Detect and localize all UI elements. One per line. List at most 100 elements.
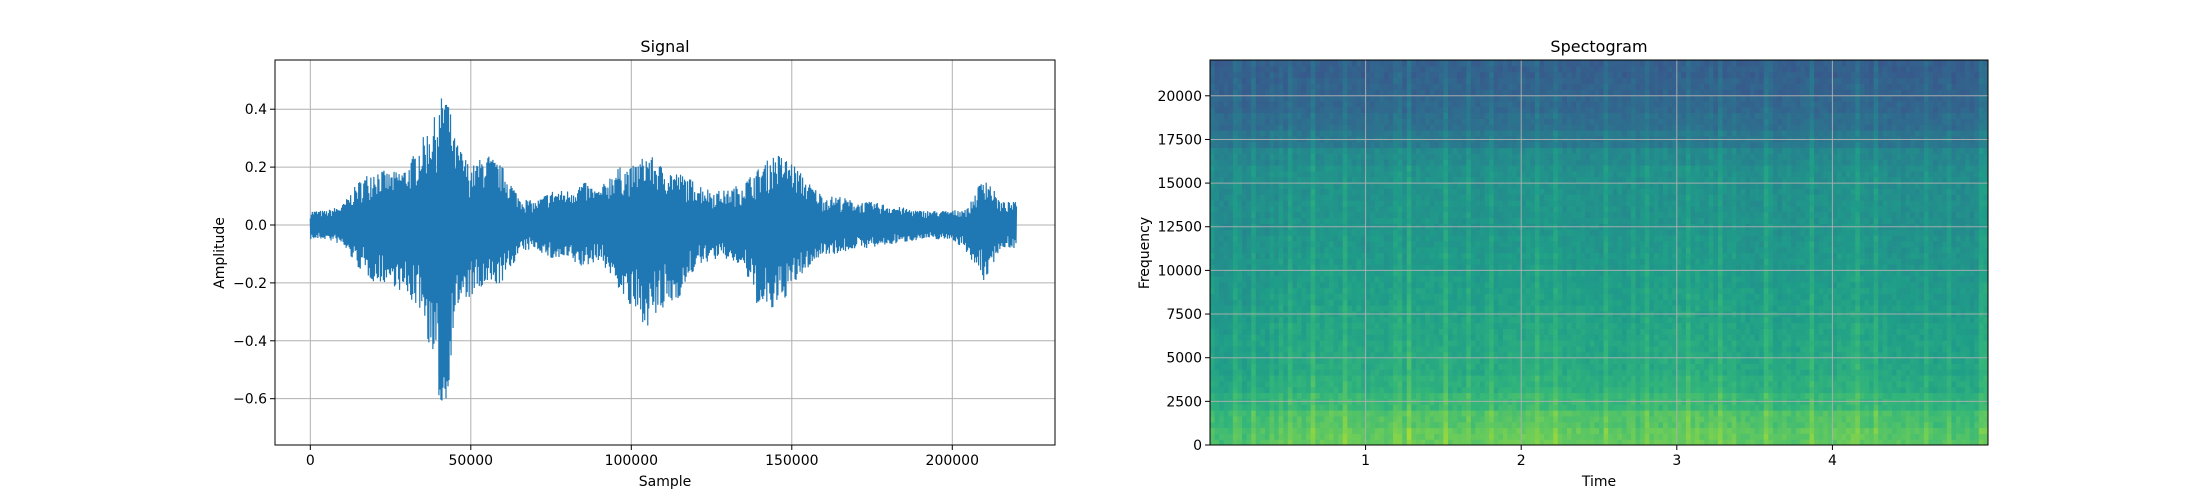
spectrogram-cell: [1397, 345, 1403, 353]
spectrogram-cell: [1333, 264, 1339, 271]
spectrogram-cell: [1269, 188, 1275, 195]
spectrogram-cell: [1452, 229, 1458, 236]
spectrogram-cell: [1356, 375, 1362, 382]
spectrogram-cell: [1251, 141, 1257, 149]
spectrogram-cell: [1210, 147, 1216, 154]
spectrogram-cell: [1246, 380, 1252, 388]
spectrogram-cell: [1347, 264, 1353, 271]
spectrogram-cell: [1333, 421, 1339, 429]
spectrogram-cell: [1274, 89, 1280, 96]
spectrogram-cell: [1301, 351, 1307, 359]
spectrogram-cell: [1388, 205, 1394, 213]
spectrogram-cell: [1306, 340, 1312, 347]
spectrogram-cell: [1251, 65, 1257, 73]
spectrogram-cell: [1498, 275, 1504, 283]
spectrogram-cell: [1310, 281, 1316, 289]
spectrogram-cell: [1480, 293, 1486, 300]
spectrogram-cell: [1342, 89, 1348, 96]
spectrogram-cell: [1425, 89, 1431, 96]
spectrogram-cell: [1489, 124, 1495, 131]
spectrogram-cell: [1274, 322, 1280, 329]
spectrogram-cell: [1534, 340, 1541, 347]
spectrogram-cell: [1534, 351, 1541, 359]
spectrogram-cell: [1246, 439, 1252, 445]
spectrogram-cell: [1530, 65, 1536, 73]
spectrogram-cell: [1397, 194, 1403, 201]
spectrogram-cell: [1264, 305, 1271, 312]
spectrogram-cell: [1425, 130, 1431, 137]
spectrogram-cell: [1470, 281, 1477, 289]
spectrogram-cell: [1553, 439, 1559, 445]
spectrogram-cell: [1461, 170, 1467, 178]
spectrogram-cell: [1383, 229, 1390, 236]
spectrogram-cell: [1457, 439, 1463, 445]
spectrogram-cell: [1287, 170, 1293, 178]
spectrogram-cell: [1539, 316, 1545, 324]
spectrogram-cell: [1237, 293, 1243, 300]
spectrogram-cell: [1388, 153, 1394, 160]
spectrogram-cell: [1502, 281, 1509, 289]
spectrogram-cell: [1548, 60, 1554, 67]
spectrogram-cell: [1438, 217, 1444, 224]
spectrogram-cell: [1415, 124, 1422, 131]
spectrogram-cell: [1342, 380, 1348, 388]
spectrogram-cell: [1365, 369, 1371, 376]
spectrogram-cell: [1278, 386, 1284, 394]
spectrogram-cell: [1246, 404, 1252, 411]
spectrogram-cell: [1333, 200, 1339, 207]
spectrogram-cell: [1232, 159, 1239, 166]
spectrogram-cell: [1260, 130, 1266, 137]
spectrogram-cell: [1489, 264, 1495, 271]
spectrogram-cell: [1452, 182, 1458, 189]
spectrogram-cell: [1219, 380, 1225, 388]
spectrogram-cell: [1406, 83, 1412, 90]
spectrogram-cell: [1388, 159, 1394, 166]
spectrogram-cell: [1319, 182, 1326, 189]
spectrogram-cell: [1260, 322, 1266, 329]
spectrogram-cell: [1264, 328, 1271, 335]
spectrogram-cell: [1328, 270, 1335, 277]
spectrogram-cell: [1539, 240, 1545, 248]
spectrogram-cell: [1539, 118, 1545, 125]
spectrogram-cell: [1539, 211, 1545, 219]
spectrogram-cell: [1461, 439, 1467, 445]
spectrogram-cell: [1283, 147, 1289, 154]
spectrogram-cell: [1223, 165, 1229, 172]
spectrogram-cell: [1260, 89, 1266, 96]
spectrogram-cell: [1457, 71, 1463, 79]
spectrogram-cell: [1264, 77, 1271, 84]
spectrogram-cell: [1370, 386, 1376, 394]
spectrogram-cell: [1315, 205, 1321, 213]
spectrogram-cell: [1237, 299, 1243, 306]
spectrogram-cell: [1351, 170, 1358, 178]
spectrogram-cell: [1452, 287, 1458, 294]
spectrogram-cell: [1393, 351, 1399, 359]
spectrogram-cell: [1438, 340, 1444, 347]
spectrogram-cell: [1292, 421, 1298, 429]
spectrogram-cell: [1470, 124, 1477, 131]
spectrogram-cell: [1338, 194, 1344, 201]
spectrogram-cell: [1388, 252, 1394, 259]
spectrogram-cell: [1255, 211, 1261, 219]
spectrogram-cell: [1351, 351, 1358, 359]
spectrogram-cell: [1489, 95, 1495, 102]
spectrogram-cell: [1498, 433, 1504, 440]
spectrogram-cell: [1544, 77, 1550, 84]
spectrogram-cell: [1425, 305, 1431, 312]
spectrogram-cell: [1228, 205, 1234, 213]
spectrogram-cell: [1425, 194, 1431, 201]
spectrogram-cell: [1415, 433, 1422, 440]
spectrogram-cell: [1530, 316, 1536, 324]
spectrogram-cell: [1214, 159, 1220, 166]
spectrogram-cell: [1397, 176, 1403, 184]
spectrogram-cell: [1512, 153, 1518, 160]
spectrogram-cell: [1452, 281, 1458, 289]
spectrogram-cell: [1406, 71, 1412, 79]
spectrogram-cell: [1452, 305, 1458, 312]
spectrogram-cell: [1544, 427, 1550, 434]
spectrogram-cell: [1246, 205, 1252, 213]
spectrogram-cell: [1429, 433, 1435, 440]
spectrogram-cell: [1397, 404, 1403, 411]
spectrogram-cell: [1361, 380, 1367, 388]
spectrogram-cell: [1397, 188, 1403, 195]
